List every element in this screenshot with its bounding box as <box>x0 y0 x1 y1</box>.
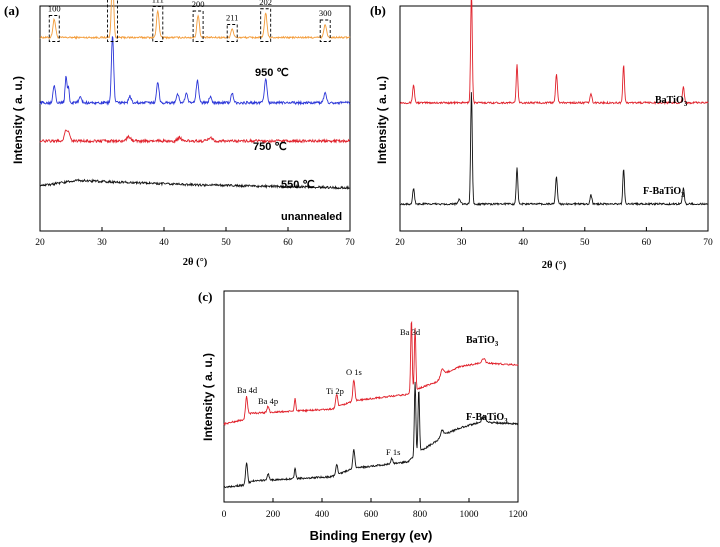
panel-b-x-axis-label: 2θ (°) <box>542 260 567 271</box>
series-label-c-batio3: BaTiO3 <box>466 335 499 348</box>
panel-b-frame <box>399 5 709 232</box>
panel-c-x-ticks <box>223 498 519 502</box>
tick-label: 30 <box>97 238 107 248</box>
peak-label-211: 211 <box>226 13 238 23</box>
peak-label-f-1s: F 1s <box>386 447 400 457</box>
peak-box <box>48 15 60 42</box>
series-line-b-0 <box>399 0 709 106</box>
series-label-unannealed: unannealed <box>281 211 342 223</box>
panel-b: (b) 20 30 40 50 60 70 2θ (°) Intensity (… <box>370 0 713 271</box>
peak-box <box>226 24 238 42</box>
tick-label: 600 <box>364 510 379 520</box>
series-label-batio3: BaTiO3 <box>655 95 688 108</box>
series-label-550: 550 ℃ <box>281 179 315 191</box>
tick-label: 1000 <box>460 510 479 520</box>
panel-b-x-tick-labels: 20 30 40 50 60 70 <box>395 238 713 248</box>
tick-label: 20 <box>395 238 405 248</box>
peak-box <box>107 0 118 42</box>
peak-label-200: 200 <box>192 0 205 9</box>
tick-label: 50 <box>580 238 590 248</box>
tick-label: 30 <box>457 238 467 248</box>
panel-a-x-tick-labels: 20 30 40 50 60 70 <box>35 238 355 248</box>
series-line-b-1 <box>399 92 709 207</box>
tick-label: 0 <box>222 510 227 520</box>
tick-label: 1200 <box>509 510 528 520</box>
tick-label: 40 <box>518 238 528 248</box>
series-label-c-f-batio3: F-BaTiO3 <box>466 412 508 425</box>
panel-a: (a) 20 30 40 50 60 70 2θ (°) Intensity (… <box>4 0 355 268</box>
panel-a-x-ticks <box>39 227 351 231</box>
tick-label: 40 <box>159 238 169 248</box>
series-line-a-1 <box>39 36 351 106</box>
series-label-950: 950 ℃ <box>255 67 289 79</box>
tick-label: 800 <box>413 510 428 520</box>
series-line-c-0 <box>223 320 519 426</box>
peak-label-ti-2p: Ti 2p <box>326 386 344 396</box>
panel-c-x-tick-labels: 0 200 400 600 800 1000 1200 <box>222 510 528 520</box>
series-line-a-3 <box>39 178 351 191</box>
peak-label-o-1s: O 1s <box>346 367 362 377</box>
panel-a-series-group <box>39 0 351 191</box>
series-label-f-batio3: F-BaTiO3 <box>643 186 685 199</box>
panel-a-y-axis-label: Intensity ( a. u.) <box>11 76 25 164</box>
peak-box <box>152 6 164 42</box>
peak-label-202: 202 <box>259 0 272 7</box>
tick-label: 400 <box>315 510 330 520</box>
tick-label: 200 <box>266 510 281 520</box>
tick-label: 70 <box>345 238 355 248</box>
panel-a-peak-labels: 100 110 111 200 211 202 300 <box>48 0 332 23</box>
series-line-c-1 <box>223 381 519 489</box>
panel-c: (c) 0 200 400 600 800 1000 1200 Binding … <box>198 289 528 543</box>
tick-label: 60 <box>642 238 652 248</box>
series-line-a-2 <box>39 129 351 144</box>
panel-c-label: (c) <box>198 289 212 304</box>
peak-box <box>260 8 272 42</box>
panel-b-label: (b) <box>370 3 386 18</box>
tick-label: 20 <box>35 238 45 248</box>
series-line-a-0 <box>39 0 351 40</box>
peak-label-ba-4p: Ba 4p <box>258 396 278 406</box>
panel-c-x-axis-label: Binding Energy (ev) <box>310 528 433 543</box>
panel-c-y-axis-label: Intensity ( a. u.) <box>201 353 215 441</box>
peak-label-300: 300 <box>319 8 332 18</box>
panel-a-x-axis-label: 2θ (°) <box>183 257 208 268</box>
panel-a-frame <box>39 5 351 232</box>
panel-b-y-axis-label: Intensity ( a. u.) <box>375 76 389 164</box>
peak-label-ba-4d: Ba 4d <box>237 385 258 395</box>
peak-box <box>192 10 204 42</box>
panel-c-series-group <box>223 320 519 489</box>
peak-label-111: 111 <box>152 0 164 5</box>
tick-label: 60 <box>283 238 293 248</box>
panel-b-x-ticks <box>399 227 709 231</box>
panel-b-series-group <box>399 0 709 207</box>
peak-label-100: 100 <box>48 4 61 14</box>
tick-label: 50 <box>221 238 231 248</box>
peak-label-ba-3d: Ba 3d <box>400 327 421 337</box>
peak-box <box>319 19 331 42</box>
panel-a-label: (a) <box>4 3 19 18</box>
series-label-750: 750 ℃ <box>253 141 287 153</box>
panel-a-peak-boxes <box>48 0 331 42</box>
tick-label: 70 <box>703 238 713 248</box>
